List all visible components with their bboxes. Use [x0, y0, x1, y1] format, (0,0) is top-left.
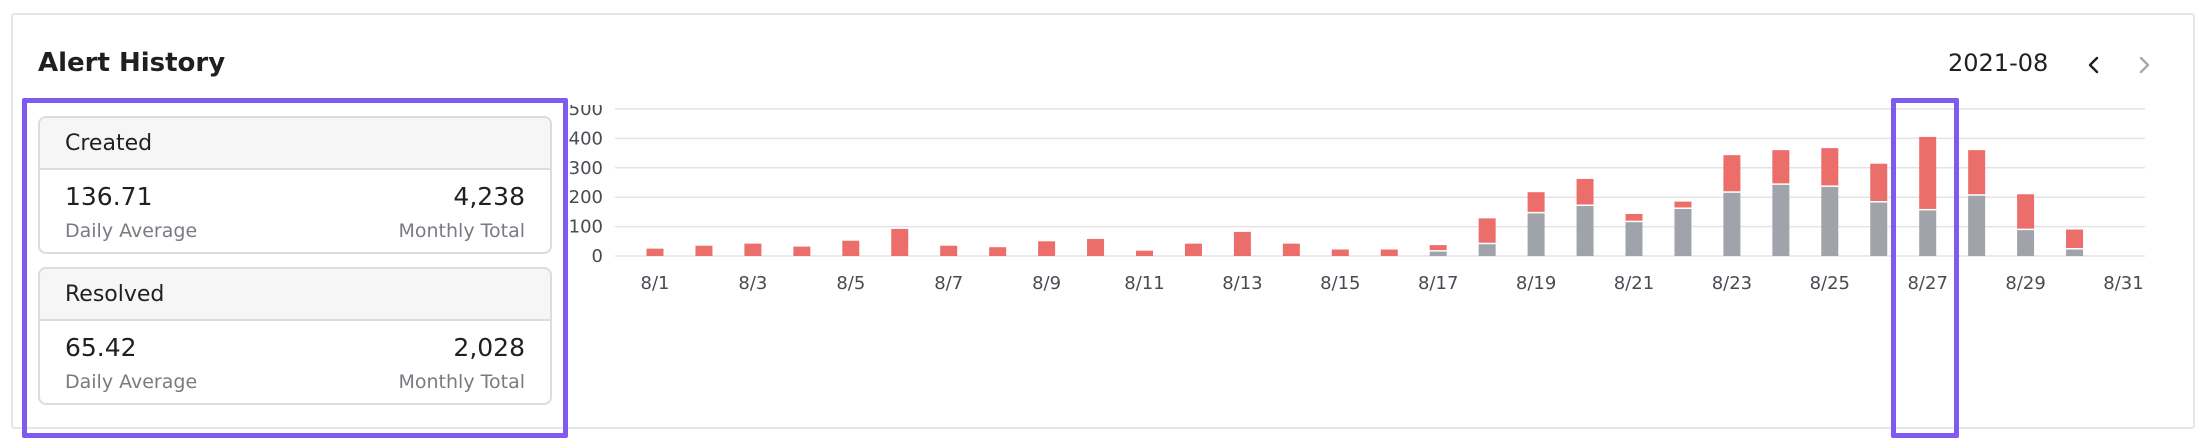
y-tick-label-200: 200 [569, 187, 603, 208]
created-summary-card: Created 136.71 4,238 Daily Average Month… [38, 116, 552, 254]
y-tick-label-500: 500 [569, 105, 603, 120]
bar-open-8/17 [1429, 245, 1447, 251]
x-tick-label-8-21: 8/21 [1614, 273, 1654, 294]
resolved-monthly-total-label: Monthly Total [398, 371, 526, 393]
x-tick-label-8-13: 8/13 [1222, 273, 1262, 294]
bar-open-8/23 [1723, 155, 1741, 192]
bar-open-8/11 [1136, 250, 1153, 256]
bar-open-8/21 [1625, 213, 1643, 221]
created-daily-average-label: Daily Average [65, 220, 198, 242]
resolved-monthly-total-value: 2,028 [453, 333, 525, 362]
bar-open-8/4 [793, 246, 811, 256]
bar-resolved-8/19 [1527, 213, 1545, 256]
bar-open-8/14 [1282, 243, 1300, 256]
y-tick-label-0: 0 [592, 246, 603, 267]
resolved-summary-card: Resolved 65.42 2,028 Daily Average Month… [38, 267, 552, 405]
bar-open-8/6 [891, 228, 909, 256]
bar-open-8/13 [1233, 231, 1251, 256]
created-card-body: 136.71 4,238 Daily Average Monthly Total [40, 170, 550, 252]
bar-resolved-8/26 [1870, 202, 1888, 256]
bar-open-8/12 [1184, 243, 1202, 256]
bar-open-8/22 [1674, 201, 1692, 208]
x-tick-label-8-27: 8/27 [1907, 273, 1947, 294]
bar-open-8/15 [1331, 249, 1349, 256]
month-label: 2021-08 [1948, 49, 2049, 77]
bar-open-8/27 [1919, 136, 1937, 209]
x-tick-label-8-7: 8/7 [934, 273, 963, 294]
bar-resolved-8/17 [1429, 251, 1447, 256]
bar-resolved-8/21 [1625, 222, 1643, 256]
created-monthly-total-label: Monthly Total [398, 220, 526, 242]
bar-open-8/2 [695, 245, 713, 256]
bar-open-8/10 [1087, 238, 1105, 256]
bar-resolved-8/24 [1772, 184, 1790, 256]
bar-resolved-8/22 [1674, 208, 1692, 256]
previous-month-button[interactable] [2077, 48, 2111, 82]
chevron-right-icon [2139, 56, 2150, 74]
x-tick-label-8-23: 8/23 [1712, 273, 1752, 294]
x-tick-label-8-31: 8/31 [2103, 273, 2143, 294]
y-tick-label-100: 100 [569, 217, 603, 238]
y-tick-label-300: 300 [569, 158, 603, 179]
alert-history-chart: ResolvedOpen01002003004005008/18/38/58/7… [569, 105, 2145, 294]
bar-open-8/9 [1038, 241, 1056, 256]
bar-open-8/30 [2066, 229, 2084, 249]
x-tick-label-8-11: 8/11 [1124, 273, 1164, 294]
bar-open-8/5 [842, 240, 860, 256]
chevron-left-icon [2088, 56, 2099, 74]
bar-resolved-8/27 [1919, 210, 1937, 256]
resolved-daily-average-value: 65.42 [65, 333, 137, 362]
x-tick-label-8-9: 8/9 [1032, 273, 1061, 294]
resolved-daily-average-label: Daily Average [65, 371, 198, 393]
bar-open-8/29 [2017, 194, 2035, 229]
bar-resolved-8/23 [1723, 192, 1741, 256]
resolved-card-title: Resolved [40, 269, 550, 321]
x-tick-label-8-5: 8/5 [836, 273, 865, 294]
next-month-button[interactable] [2127, 48, 2161, 82]
bar-open-8/1 [646, 248, 664, 256]
bar-open-8/19 [1527, 192, 1545, 212]
bar-open-8/28 [1968, 150, 1986, 195]
created-card-title: Created [40, 118, 550, 170]
bar-open-8/24 [1772, 150, 1790, 184]
bar-resolved-8/28 [1968, 195, 1986, 256]
bar-open-8/3 [744, 243, 762, 256]
bar-resolved-8/25 [1821, 186, 1839, 256]
bar-resolved-8/18 [1478, 244, 1496, 256]
x-tick-label-8-3: 8/3 [738, 273, 767, 294]
resolved-card-body: 65.42 2,028 Daily Average Monthly Total [40, 321, 550, 403]
y-tick-label-400: 400 [569, 128, 603, 149]
x-tick-label-8-25: 8/25 [1810, 273, 1850, 294]
bar-open-8/7 [940, 245, 958, 256]
bar-open-8/18 [1478, 218, 1496, 243]
x-tick-label-8-15: 8/15 [1320, 273, 1360, 294]
created-daily-average-value: 136.71 [65, 182, 153, 211]
bar-resolved-8/30 [2066, 249, 2084, 256]
bar-open-8/26 [1870, 163, 1888, 201]
x-tick-label-8-1: 8/1 [641, 273, 670, 294]
page-title: Alert History [38, 48, 226, 78]
created-monthly-total-value: 4,238 [453, 182, 525, 211]
x-tick-label-8-19: 8/19 [1516, 273, 1556, 294]
bar-open-8/25 [1821, 148, 1839, 186]
bar-open-8/20 [1576, 178, 1594, 205]
bar-open-8/8 [989, 247, 1007, 256]
x-tick-label-8-17: 8/17 [1418, 273, 1458, 294]
x-tick-label-8-29: 8/29 [2005, 273, 2045, 294]
bar-resolved-8/20 [1576, 206, 1594, 256]
bar-resolved-8/29 [2017, 230, 2035, 256]
bar-open-8/16 [1380, 249, 1398, 256]
